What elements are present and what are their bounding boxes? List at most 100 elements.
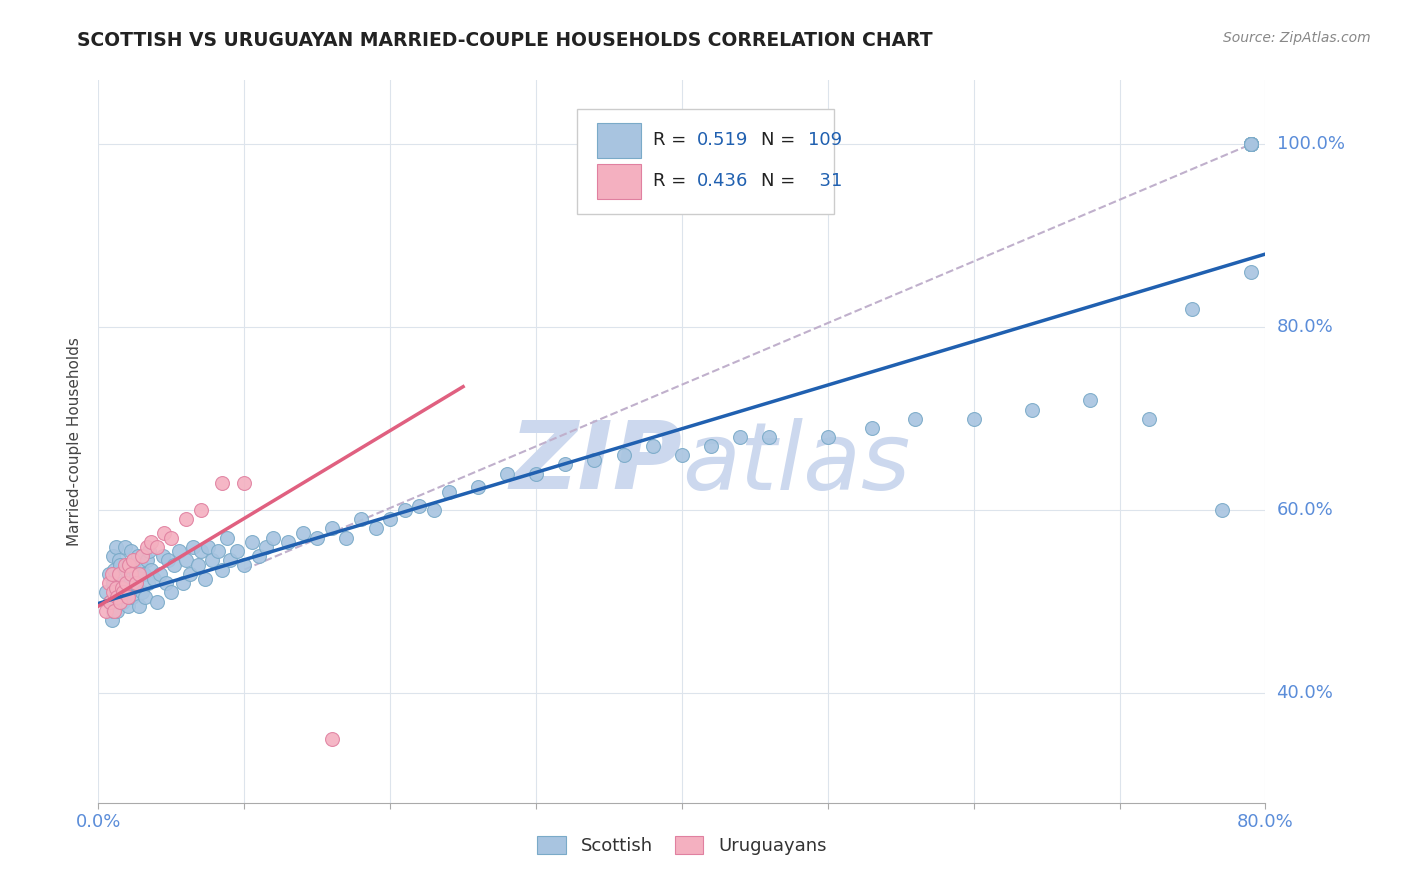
Point	[157, 553, 180, 567]
Point	[101, 585, 124, 599]
Point	[380, 512, 402, 526]
Text: SCOTTISH VS URUGUAYAN MARRIED-COUPLE HOUSEHOLDS CORRELATION CHART: SCOTTISH VS URUGUAYAN MARRIED-COUPLE HOU…	[77, 31, 934, 50]
Point	[160, 531, 183, 545]
Point	[110, 590, 132, 604]
Point	[100, 567, 122, 582]
Point	[117, 558, 139, 572]
Point	[125, 567, 148, 582]
Point	[132, 567, 155, 582]
Point	[104, 540, 127, 554]
Point	[904, 411, 927, 425]
Point	[149, 567, 172, 582]
Text: N =: N =	[761, 131, 801, 149]
Point	[1137, 411, 1160, 425]
Point	[254, 540, 277, 554]
Point	[117, 599, 139, 614]
Point	[1240, 137, 1263, 152]
Text: 31: 31	[808, 172, 842, 190]
Point	[194, 572, 217, 586]
Point	[114, 540, 136, 554]
Text: N =: N =	[761, 172, 801, 190]
Point	[117, 590, 139, 604]
Point	[105, 604, 128, 618]
Point	[671, 448, 693, 462]
Point	[350, 512, 373, 526]
Point	[110, 558, 132, 572]
Point	[104, 585, 127, 599]
Point	[197, 540, 219, 554]
Point	[524, 467, 547, 481]
Point	[120, 572, 142, 586]
Point	[129, 558, 152, 572]
Point	[1240, 137, 1263, 152]
Point	[307, 531, 329, 545]
Point	[127, 549, 149, 563]
Point	[496, 467, 519, 481]
Point	[1080, 393, 1102, 408]
Point	[128, 599, 150, 614]
Point	[262, 531, 284, 545]
Point	[101, 576, 124, 591]
Text: 40.0%: 40.0%	[1277, 684, 1333, 702]
Point	[128, 567, 150, 582]
Point	[94, 585, 117, 599]
Point	[730, 430, 752, 444]
Point	[860, 421, 883, 435]
Point	[1240, 265, 1263, 279]
Point	[612, 448, 634, 462]
FancyBboxPatch shape	[576, 109, 834, 214]
Point	[1240, 137, 1263, 152]
Point	[240, 535, 263, 549]
Point	[112, 594, 135, 608]
Point	[190, 503, 212, 517]
Point	[172, 576, 194, 591]
Point	[104, 581, 127, 595]
Point	[111, 576, 134, 591]
Bar	[596, 123, 641, 158]
Point	[100, 613, 122, 627]
Point	[124, 576, 146, 591]
Point	[291, 526, 314, 541]
Point	[437, 484, 460, 499]
Point	[146, 594, 169, 608]
Point	[120, 544, 142, 558]
Point	[139, 535, 162, 549]
Point	[187, 558, 209, 572]
Point	[115, 563, 138, 577]
Point	[108, 553, 131, 567]
Point	[1240, 137, 1263, 152]
Point	[160, 585, 183, 599]
Point	[152, 549, 174, 563]
Point	[122, 558, 145, 572]
Point	[118, 585, 141, 599]
Point	[467, 480, 489, 494]
Y-axis label: Married-couple Households: Married-couple Households	[67, 337, 83, 546]
Bar	[596, 164, 641, 199]
Point	[167, 544, 190, 558]
Point	[131, 585, 153, 599]
Point	[201, 553, 224, 567]
Text: Source: ZipAtlas.com: Source: ZipAtlas.com	[1223, 31, 1371, 45]
Point	[114, 581, 136, 595]
Point	[554, 458, 576, 472]
Text: 100.0%: 100.0%	[1277, 136, 1344, 153]
Point	[174, 553, 197, 567]
Point	[394, 503, 416, 517]
Point	[408, 499, 430, 513]
Point	[118, 558, 141, 572]
Point	[111, 581, 134, 595]
Point	[1021, 402, 1043, 417]
Point	[700, 439, 723, 453]
Point	[247, 549, 270, 563]
Point	[142, 572, 165, 586]
Point	[1240, 137, 1263, 152]
Point	[215, 531, 238, 545]
Point	[583, 453, 606, 467]
Point	[136, 576, 159, 591]
Point	[101, 549, 124, 563]
Point	[181, 540, 204, 554]
Point	[153, 526, 176, 541]
Point	[122, 553, 145, 567]
Text: 80.0%: 80.0%	[1277, 318, 1333, 336]
Point	[1240, 137, 1263, 152]
